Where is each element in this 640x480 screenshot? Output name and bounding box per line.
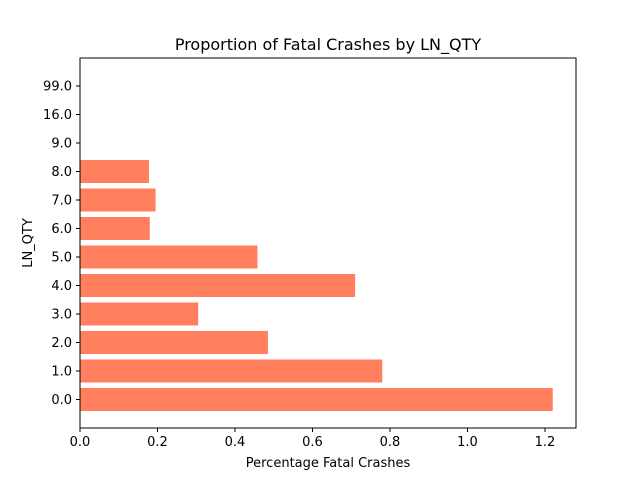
x-tick-label: 0.4 <box>225 435 246 450</box>
plot-frame <box>79 57 577 429</box>
bars-layer <box>80 160 553 411</box>
y-axis-label: LN_QTY <box>21 218 36 268</box>
y-tick-label: 5.0 <box>51 251 72 266</box>
y-tick-label: 7.0 <box>51 194 72 209</box>
x-tick-label: 1.0 <box>457 435 478 450</box>
x-tick-label: 0.2 <box>147 435 168 450</box>
bar-1.0 <box>80 359 383 383</box>
x-axis-label: Percentage Fatal Crashes <box>246 456 411 471</box>
x-tick-label: 0.0 <box>70 435 91 450</box>
bar-5.0 <box>80 245 258 269</box>
y-tick-label: 0.0 <box>51 393 72 408</box>
ticks-layer: 0.0 1.0 2.0 3.0 4.0 5.0 6.0 7.0 8.0 9.0 16.0 99.0 0.… <box>43 80 555 451</box>
x-tick-label: 1.2 <box>535 435 556 450</box>
y-tick-label: 16.0 <box>43 108 72 123</box>
bar-2.0 <box>80 331 268 354</box>
y-tick-label: 8.0 <box>51 165 72 180</box>
y-tick-label: 2.0 <box>51 336 72 351</box>
bar-7.0 <box>80 188 156 212</box>
y-tick-label: 4.0 <box>51 279 72 294</box>
x-tick-label: 0.6 <box>302 435 323 450</box>
y-tick-label: 6.0 <box>51 222 72 237</box>
y-tick-label: 99.0 <box>43 80 72 95</box>
chart-title: Proportion of Fatal Crashes by LN_QTY <box>175 35 482 55</box>
x-tick-label: 0.8 <box>380 435 401 450</box>
bar-8.0 <box>80 160 149 183</box>
y-tick-label: 9.0 <box>51 137 72 152</box>
bar-0.0 <box>80 388 553 411</box>
bar-3.0 <box>80 302 199 326</box>
bar-6.0 <box>80 217 150 240</box>
y-tick-label: 3.0 <box>51 308 72 323</box>
y-tick-label: 1.0 <box>51 365 72 380</box>
bar-4.0 <box>80 274 356 297</box>
